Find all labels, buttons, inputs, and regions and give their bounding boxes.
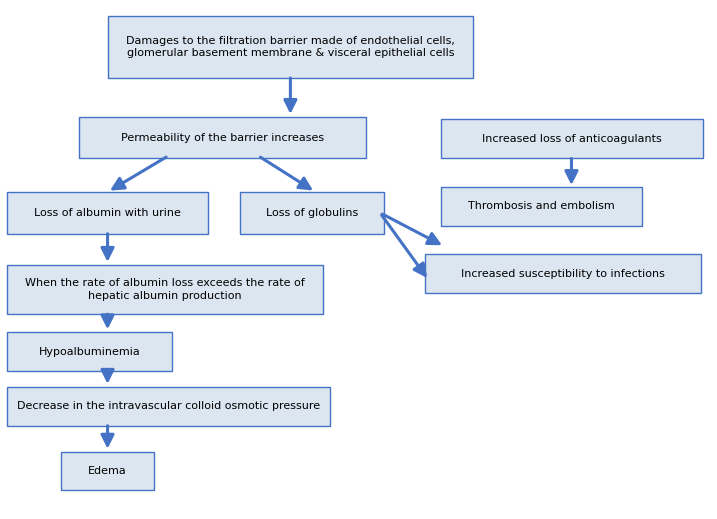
FancyBboxPatch shape [108, 16, 473, 78]
Text: Permeability of the barrier increases: Permeability of the barrier increases [120, 132, 324, 143]
Text: Decrease in the intravascular colloid osmotic pressure: Decrease in the intravascular colloid os… [17, 401, 320, 411]
Text: Increased loss of anticoagulants: Increased loss of anticoagulants [482, 134, 662, 144]
FancyBboxPatch shape [7, 192, 208, 234]
FancyBboxPatch shape [441, 187, 642, 226]
Text: Thrombosis and embolism: Thrombosis and embolism [468, 201, 614, 211]
Text: Increased susceptibility to infections: Increased susceptibility to infections [461, 269, 665, 279]
FancyBboxPatch shape [425, 254, 701, 293]
FancyBboxPatch shape [7, 332, 172, 371]
Text: Loss of globulins: Loss of globulins [266, 208, 358, 218]
Text: When the rate of albumin loss exceeds the rate of
hepatic albumin production: When the rate of albumin loss exceeds th… [25, 278, 305, 301]
FancyBboxPatch shape [7, 265, 323, 314]
FancyBboxPatch shape [240, 192, 384, 234]
Text: Damages to the filtration barrier made of endothelial cells,
glomerular basement: Damages to the filtration barrier made o… [126, 35, 455, 58]
FancyBboxPatch shape [7, 387, 330, 426]
Text: Edema: Edema [88, 466, 127, 476]
FancyBboxPatch shape [441, 119, 703, 158]
Text: Hypoalbuminemia: Hypoalbuminemia [39, 347, 141, 357]
Text: Loss of albumin with urine: Loss of albumin with urine [34, 208, 181, 218]
FancyBboxPatch shape [79, 117, 366, 158]
FancyBboxPatch shape [61, 452, 154, 490]
